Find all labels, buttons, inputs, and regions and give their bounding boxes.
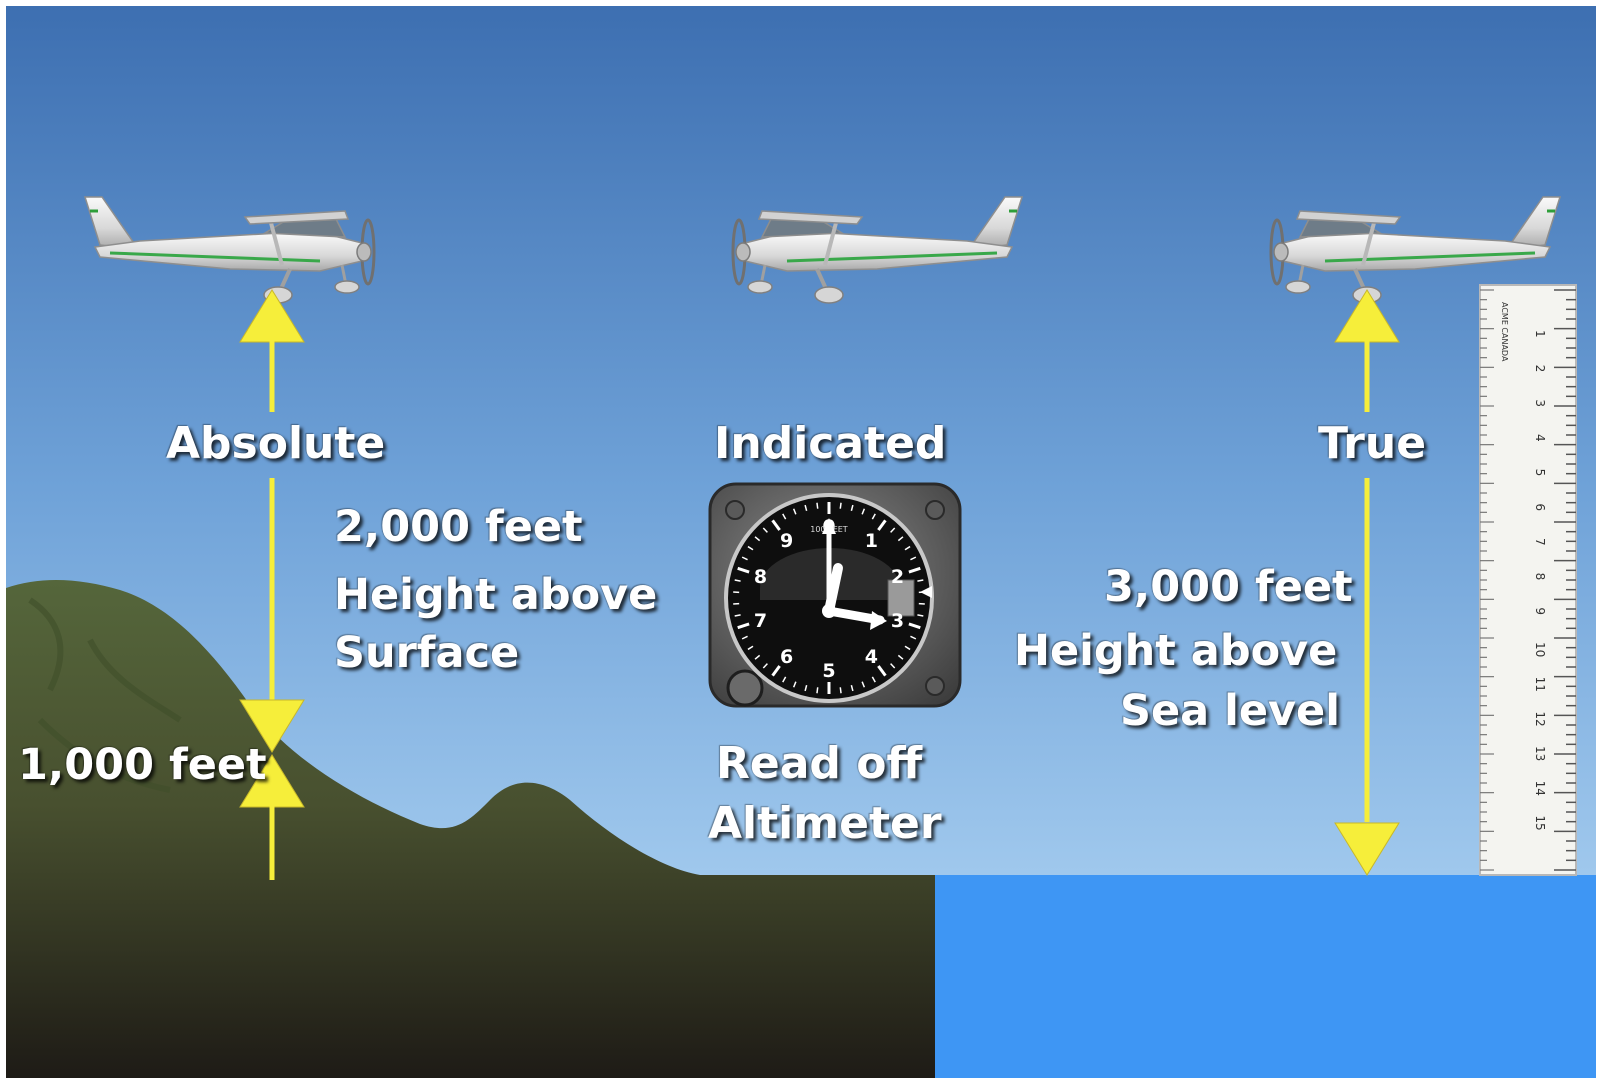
dial-tick — [910, 635, 917, 640]
dial-tick — [897, 536, 904, 542]
dial-tick — [762, 527, 768, 533]
ruler-mark: 12 — [1533, 711, 1547, 726]
true-arrow — [1334, 289, 1400, 876]
dial-tick — [877, 519, 887, 531]
ruler-brand: ACME CANADA — [1500, 302, 1509, 362]
dial-tick — [754, 654, 761, 660]
dial-tick — [861, 508, 866, 515]
dial-tick — [782, 513, 787, 520]
ruler-mark: 5 — [1533, 469, 1547, 477]
dial-tick — [747, 545, 754, 551]
dial-tick — [839, 502, 842, 509]
dial-tick — [908, 566, 921, 574]
dial-number: 6 — [780, 646, 793, 668]
dial-tick — [804, 684, 808, 692]
dial-tick — [850, 504, 854, 512]
dial-tick — [890, 527, 896, 533]
dial-tick — [734, 579, 741, 582]
dial-number: 3 — [891, 610, 904, 632]
true-label: True — [1318, 418, 1427, 469]
dial-tick — [771, 665, 781, 677]
indicated-desc-line2: Altimeter — [708, 798, 942, 849]
dial-tick — [816, 687, 819, 694]
dial-tick — [804, 504, 808, 512]
dial-tick — [762, 663, 768, 669]
dial-tick — [877, 665, 887, 677]
ruler-mark: 14 — [1533, 781, 1547, 796]
dial-tick — [850, 684, 854, 692]
ruler-mark: 13 — [1533, 746, 1547, 761]
ruler-mark: 9 — [1533, 607, 1547, 615]
absolute-desc-line1: Height above — [334, 570, 658, 620]
dial-tick — [897, 654, 904, 660]
terrain-arrow — [239, 754, 305, 880]
terrain-elevation-label: 1,000 feet — [18, 740, 267, 790]
absolute-desc-line2: Surface — [334, 628, 520, 678]
indicated-label: Indicated — [714, 418, 947, 469]
dial-tick — [782, 676, 787, 683]
indicated-desc-line1: Read off — [716, 738, 923, 789]
ruler-mark: 3 — [1533, 399, 1547, 407]
ruler-mark: 4 — [1533, 434, 1547, 442]
ruler-mark: 15 — [1533, 815, 1547, 830]
absolute-label: Absolute — [166, 418, 386, 469]
dial-number: 2 — [891, 566, 904, 588]
dial-tick — [917, 614, 924, 617]
dial-tick — [904, 645, 911, 651]
dial-tick — [917, 579, 924, 582]
absolute-value: 2,000 feet — [334, 502, 583, 552]
dial-tick — [839, 687, 842, 694]
dial-tick — [871, 513, 876, 520]
dial-tick — [816, 502, 819, 509]
dial-tick — [792, 508, 797, 515]
dial-tick — [741, 556, 748, 561]
dial-tick — [792, 681, 797, 688]
dial-tick — [908, 622, 921, 630]
dial-number: 1 — [865, 530, 878, 552]
dial-tick — [737, 566, 750, 574]
dial-tick — [747, 645, 754, 651]
dial-tick — [871, 676, 876, 683]
true-value: 3,000 feet — [1104, 562, 1353, 612]
dial-tick — [890, 663, 896, 669]
dial-number: 5 — [822, 660, 835, 682]
true-desc-line2: Sea level — [1120, 686, 1340, 736]
dial-tick — [904, 545, 911, 551]
dial-number: 8 — [754, 566, 767, 588]
ruler-mark: 7 — [1533, 538, 1547, 546]
dial-tick — [910, 556, 917, 561]
ruler-mark: 2 — [1533, 365, 1547, 373]
mountain-icon — [6, 579, 935, 1078]
ruler-mark: 6 — [1533, 503, 1547, 511]
true-desc-line1: Height above — [1014, 626, 1338, 676]
ruler-mark: 11 — [1533, 677, 1547, 692]
ruler-mark: 10 — [1533, 642, 1547, 657]
dial-tick — [754, 536, 761, 542]
dial-tick — [737, 622, 750, 630]
dial-number: 4 — [865, 646, 878, 668]
altimeter-icon: 0123456789 100 FEET — [708, 482, 962, 708]
dial-tick — [861, 681, 866, 688]
dial-number: 9 — [780, 530, 793, 552]
ruler-mark: 1 — [1533, 330, 1547, 338]
dial-tick — [741, 635, 748, 640]
dial-tick — [734, 614, 741, 617]
absolute-arrow — [239, 289, 305, 753]
ruler-mark: 8 — [1533, 573, 1547, 581]
sea — [935, 875, 1596, 1078]
dial-tick — [771, 519, 781, 531]
dial-number: 7 — [754, 610, 767, 632]
